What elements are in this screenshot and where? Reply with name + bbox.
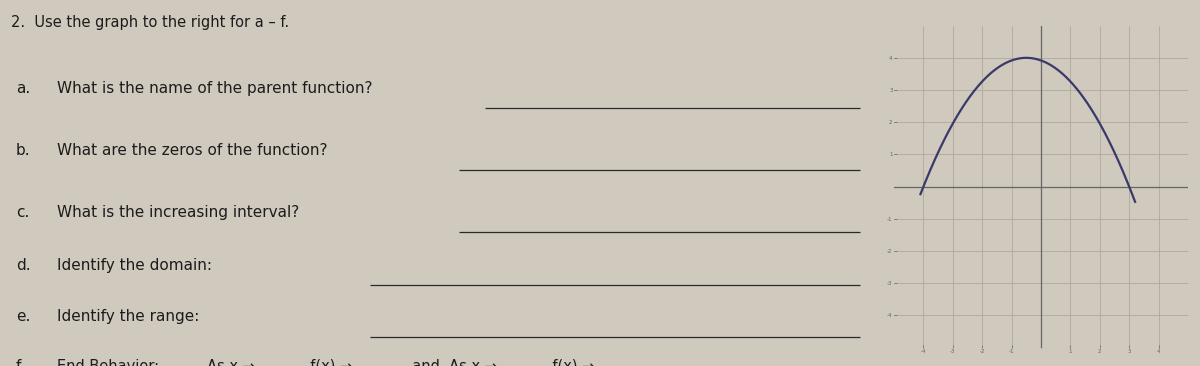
Text: c.: c. [16, 205, 29, 220]
Text: End Behavior:: End Behavior: [58, 359, 160, 366]
Text: Identify the range:: Identify the range: [58, 309, 199, 324]
Text: What are the zeros of the function?: What are the zeros of the function? [58, 143, 328, 158]
Text: Identify the domain:: Identify the domain: [58, 258, 212, 273]
Text: As x → _____ , f(x) →_____     and  As x → _____ , f(x) →_______: As x → _____ , f(x) →_____ and As x → __… [208, 359, 647, 366]
Text: 2.  Use the graph to the right for a – f.: 2. Use the graph to the right for a – f. [12, 15, 289, 30]
Text: What is the increasing interval?: What is the increasing interval? [58, 205, 300, 220]
Text: f.: f. [16, 359, 25, 366]
Text: What is the name of the parent function?: What is the name of the parent function? [58, 81, 373, 96]
Text: e.: e. [16, 309, 30, 324]
Text: b.: b. [16, 143, 30, 158]
Text: d.: d. [16, 258, 30, 273]
Text: a.: a. [16, 81, 30, 96]
